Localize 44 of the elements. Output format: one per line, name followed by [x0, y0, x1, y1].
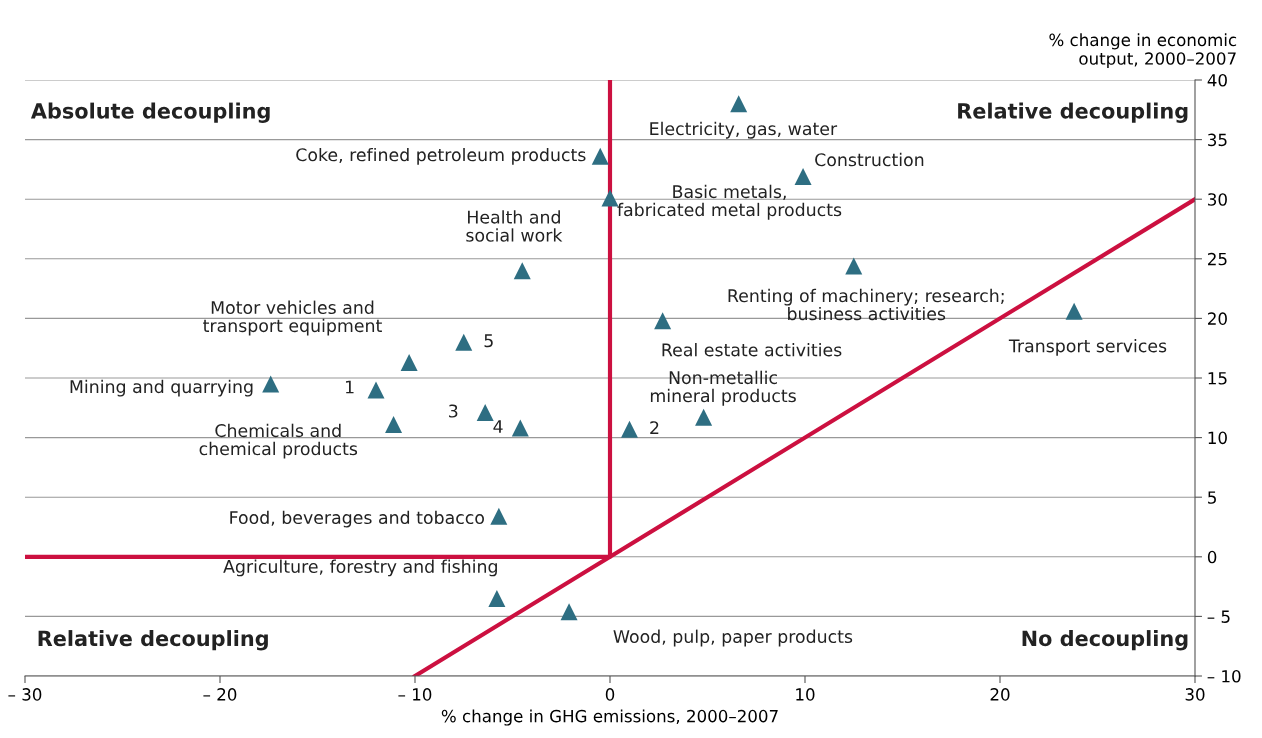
annotation: No decoupling: [1022, 630, 1188, 651]
annotation: Mining and quarrying: [70, 379, 253, 397]
y-tick-label: 25: [1208, 252, 1227, 266]
y-tick-label: 15: [1208, 372, 1227, 385]
annotation: Real estate activities: [662, 342, 842, 357]
y-tick-label: 0: [1207, 550, 1217, 564]
annotation: 3: [449, 404, 458, 418]
x-tick-label: 30: [1185, 688, 1205, 701]
y-tick-label: 30: [1208, 193, 1227, 206]
y-tick-label: 20: [1208, 312, 1227, 325]
x-axis-title: % change in GHG emissions, 2000–2007: [441, 709, 778, 726]
annotation: Absolute decoupling: [30, 102, 270, 123]
annotation: Chemicals and chemical products: [199, 423, 358, 459]
annotation: 4: [493, 420, 503, 433]
y-tick-label: 5: [1208, 491, 1216, 504]
y-tick-label: 40: [1207, 73, 1227, 87]
y-tick-label: – 10: [1207, 669, 1241, 683]
annotation: Coke, refined petroleum products: [296, 147, 586, 165]
y-tick-label: 10: [1208, 431, 1227, 445]
annotation: Health and social work: [466, 210, 563, 242]
annotation: Relative decoupling: [38, 630, 268, 651]
x-tick-label: 20: [990, 688, 1010, 701]
y-axis-title: % change in economic output, 2000–2007: [1049, 33, 1237, 69]
y-tick-label: – 5: [1207, 610, 1230, 623]
x-tick-label: 10: [796, 688, 815, 701]
annotation: 2: [650, 421, 659, 435]
annotation: Renting of machinery; research; business activities: [728, 288, 1004, 321]
annotation: Wood, pulp, paper products: [613, 629, 853, 647]
y-tick-label: 35: [1208, 133, 1227, 147]
annotation: Motor vehicles and transport equipment: [203, 300, 382, 336]
x-tick-label: – 20: [203, 688, 237, 701]
x-tick-label: – 10: [398, 688, 432, 701]
annotation: Basic metals, fabricated metal products: [617, 184, 842, 220]
x-tick-label: – 30: [8, 688, 42, 701]
annotation: Construction: [815, 152, 924, 167]
annotation: Relative decoupling: [958, 102, 1188, 123]
annotation: Non-metallic mineral products: [650, 370, 796, 406]
annotation: 1: [346, 380, 354, 394]
annotation: Electricity, gas, water: [650, 121, 838, 139]
annotation: Agriculture, forestry and fishing: [223, 559, 497, 577]
annotation: 5: [484, 334, 493, 348]
x-tick-label: 0: [605, 688, 615, 701]
annotation: Food, beverages and tobacco: [230, 510, 484, 528]
annotation: Transport services: [1008, 338, 1167, 356]
